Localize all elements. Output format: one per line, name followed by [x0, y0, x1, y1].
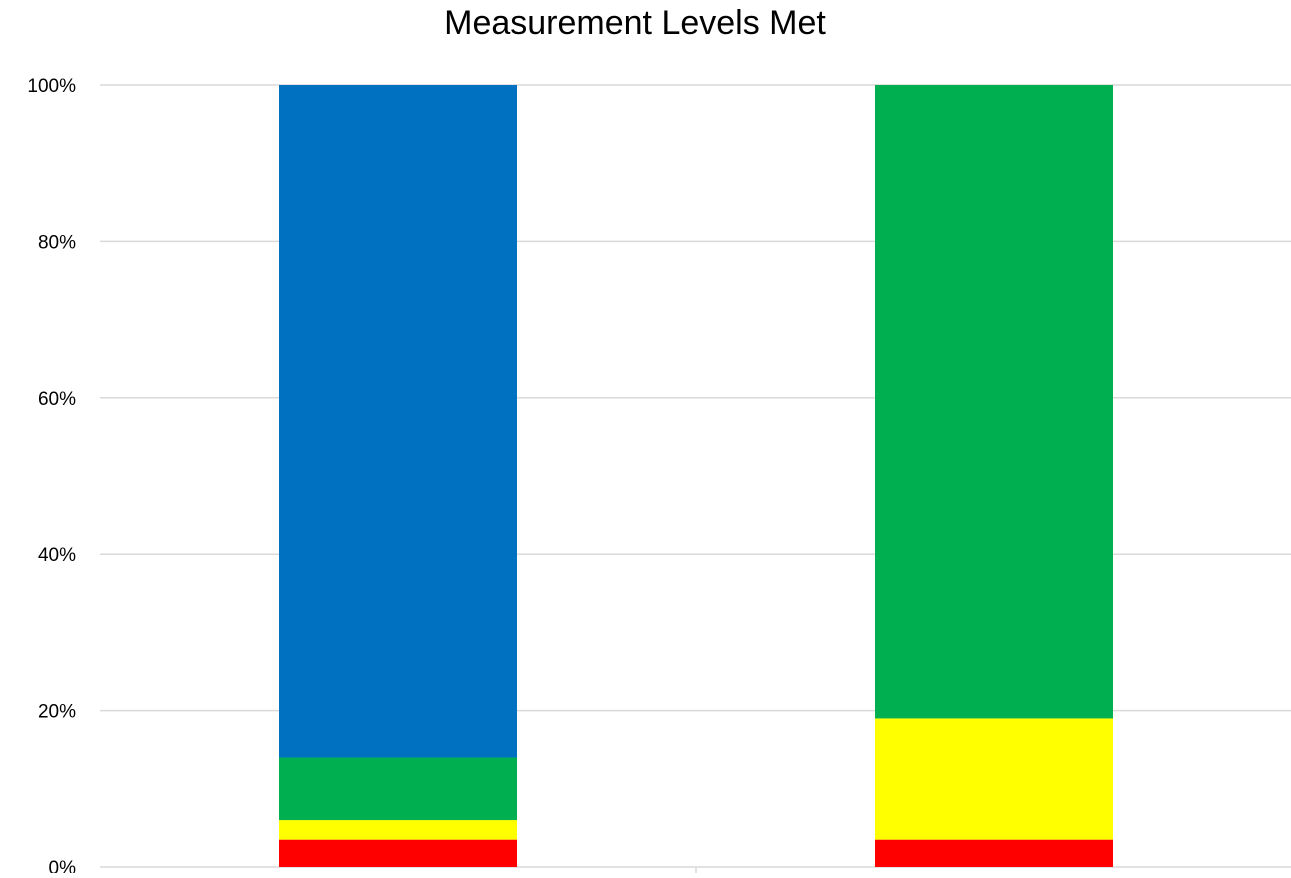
bars — [279, 85, 1113, 867]
y-axis: 0% 20% 40% 60% 80% 100% — [27, 76, 77, 878]
bar-segment — [279, 820, 517, 840]
y-tick-label: 60% — [38, 389, 76, 410]
bar-segment — [279, 757, 517, 821]
bar-segment — [279, 839, 517, 867]
y-tick-label: 40% — [38, 545, 76, 566]
bar-segment — [279, 85, 517, 758]
chart-title: Measurement Levels Met — [444, 4, 826, 42]
bar-segment — [875, 718, 1113, 840]
y-tick-label: 100% — [27, 76, 76, 97]
y-tick-label: 20% — [38, 702, 76, 723]
y-tick-label: 0% — [49, 858, 77, 873]
bar-segment — [875, 85, 1113, 719]
bar-segment — [875, 839, 1113, 867]
y-tick-label: 80% — [38, 232, 76, 253]
